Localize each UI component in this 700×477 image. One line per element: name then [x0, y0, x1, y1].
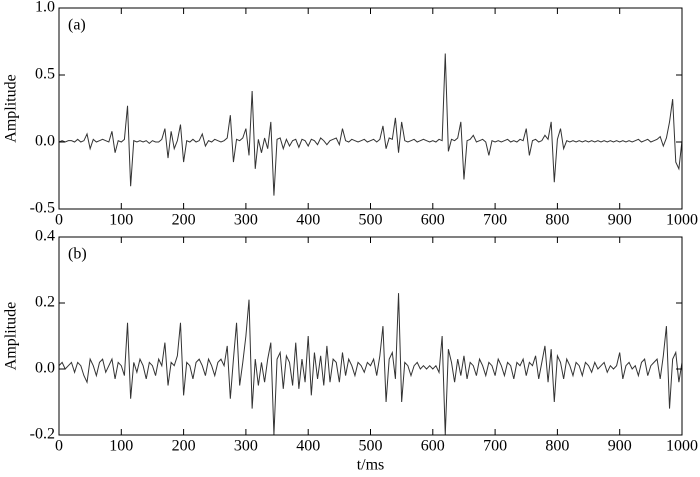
plot-frame: [58, 236, 683, 436]
x-tick-label: 700: [483, 438, 507, 455]
panel-label: (a): [68, 17, 86, 34]
y-tick-label: -0.2: [30, 426, 55, 443]
y-tick-label: 0.0: [35, 360, 55, 377]
y-tick-label: 0.5: [35, 66, 55, 83]
y-axis-label: Amplitude: [3, 302, 20, 370]
signal-line: [58, 53, 683, 196]
x-tick-label: 600: [421, 438, 445, 455]
signal-line: [58, 293, 683, 436]
x-tick-label: 400: [296, 212, 320, 229]
x-tick-label: 1000: [666, 212, 698, 229]
x-tick-label: 500: [359, 212, 383, 229]
x-tick-label: 900: [608, 438, 632, 455]
x-tick-label: 300: [234, 212, 258, 229]
x-axis-label: t/ms: [357, 457, 385, 474]
y-tick-label: 0.4: [35, 228, 55, 245]
x-tick-label: 800: [545, 212, 569, 229]
x-tick-label: 0: [55, 212, 63, 229]
x-tick-label: 200: [172, 438, 196, 455]
x-tick-label: 400: [296, 438, 320, 455]
x-tick-label: 500: [359, 438, 383, 455]
x-tick-label: 0: [55, 438, 63, 455]
y-axis-label: Amplitude: [3, 74, 20, 142]
plot-frame: [58, 7, 683, 210]
x-tick-label: 1000: [666, 438, 698, 455]
x-tick-label: 600: [421, 212, 445, 229]
y-tick-label: 0.0: [35, 133, 55, 150]
panel-label: (b): [68, 246, 87, 263]
x-tick-label: 300: [234, 438, 258, 455]
x-tick-label: 800: [545, 438, 569, 455]
y-tick-label: 0.2: [35, 294, 55, 311]
y-tick-label: -0.5: [30, 200, 55, 217]
x-tick-label: 900: [608, 212, 632, 229]
x-tick-label: 100: [109, 212, 133, 229]
y-tick-label: 1.0: [35, 0, 55, 16]
x-tick-label: 200: [172, 212, 196, 229]
x-tick-label: 700: [483, 212, 507, 229]
x-tick-label: 100: [109, 438, 133, 455]
